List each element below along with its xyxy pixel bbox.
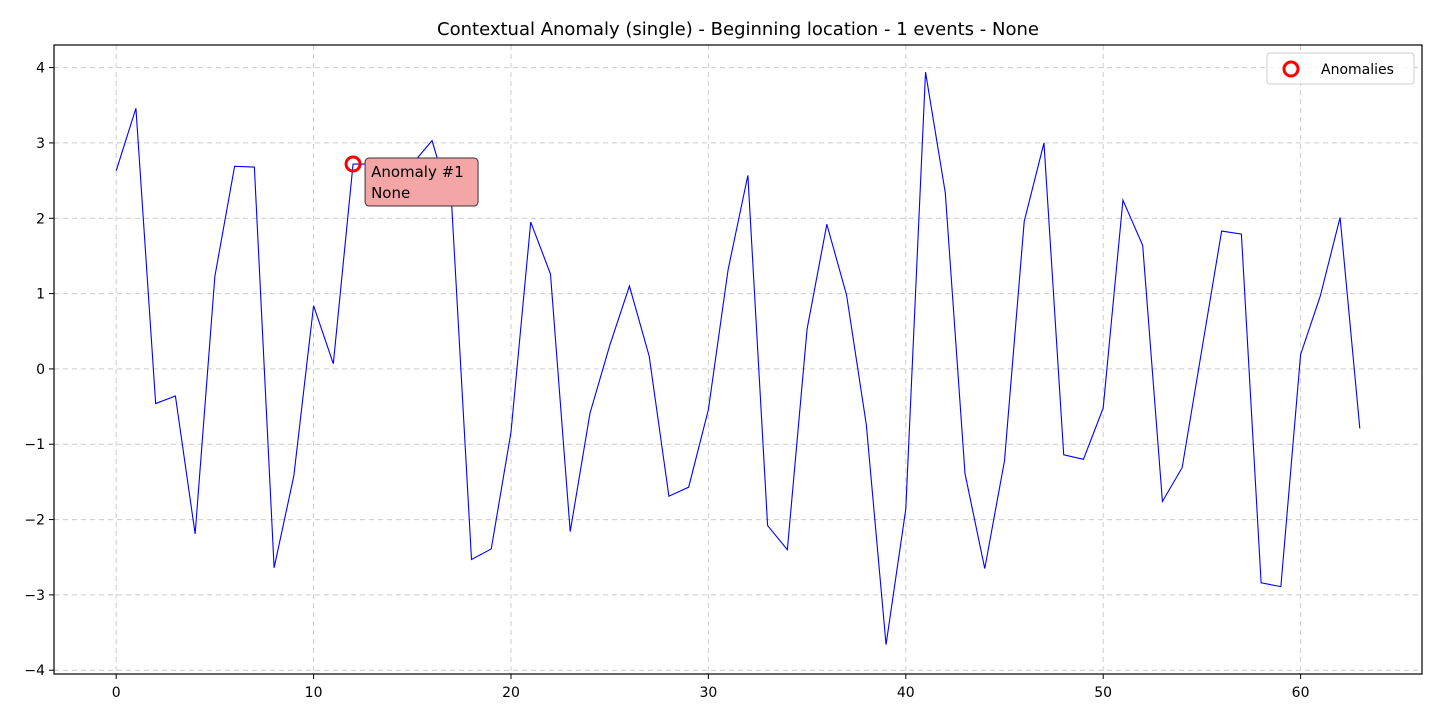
x-tick-label: 30 (699, 685, 717, 701)
anomaly-annotation: Anomaly #1 None (364, 157, 479, 207)
y-tick-label: 2 (36, 211, 45, 227)
annotation-layer: Anomaly #1 None (364, 157, 479, 207)
series-layer (115, 72, 1361, 645)
legend: Anomalies (1266, 52, 1415, 85)
y-tick-label: 3 (36, 136, 45, 152)
annotation-line: None (371, 184, 410, 202)
x-tick-label: 20 (502, 685, 520, 701)
series-line (115, 72, 1361, 645)
legend-anomaly-marker-icon (1282, 60, 1300, 78)
x-tick-label: 0 (112, 685, 121, 701)
y-tick-label: 1 (36, 287, 45, 303)
x-tick-label: 10 (305, 685, 323, 701)
y-tick-label: −1 (24, 437, 45, 453)
legend-label-anomalies: Anomalies (1321, 62, 1394, 78)
plot-frame (53, 44, 1423, 675)
annotation-line: Anomaly #1 (371, 163, 464, 181)
y-tick-label: −2 (24, 513, 45, 529)
x-tick-label: 40 (897, 685, 915, 701)
grid (54, 45, 1422, 674)
y-tick-label: 0 (36, 362, 45, 378)
anomaly-layer (344, 155, 362, 173)
y-tick-label: 4 (36, 61, 45, 77)
legend-box (1266, 52, 1415, 85)
y-tick-label: −4 (24, 663, 45, 679)
annotation-box (364, 157, 479, 207)
x-tick-label: 60 (1292, 685, 1310, 701)
x-tick-label: 50 (1094, 685, 1112, 701)
y-tick-label: −3 (24, 588, 45, 604)
anomaly-marker (344, 155, 362, 173)
chart-title: Contextual Anomaly (single) - Beginning … (437, 19, 1039, 40)
